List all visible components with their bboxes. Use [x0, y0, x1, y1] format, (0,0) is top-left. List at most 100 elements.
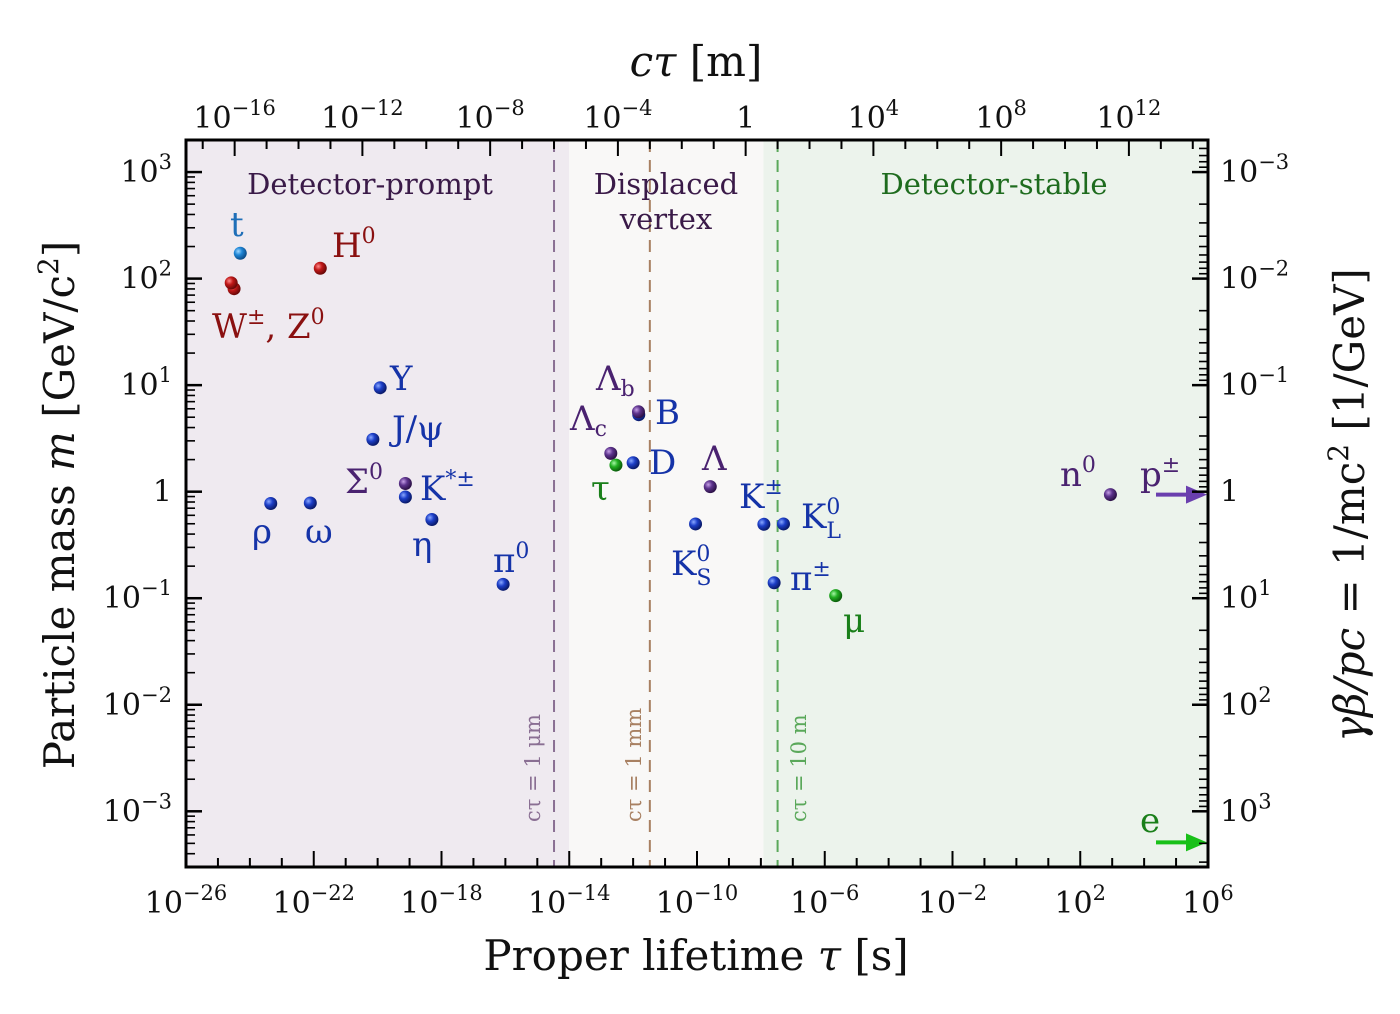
y-axis-title: Particle mass m [GeV/c2]: [32, 241, 84, 770]
x-tick-label: 10−18: [400, 881, 483, 921]
x-tick-label: 10−2: [918, 881, 987, 921]
y-tick-label: 101: [120, 363, 172, 403]
label-n0: n0: [1060, 453, 1096, 495]
label-tau: τ: [591, 469, 610, 509]
y-tick-label: 103: [120, 150, 172, 190]
x2-tick-label: 10−8: [456, 96, 525, 136]
data-point-Λc: [604, 446, 618, 460]
data-point-K±: [757, 517, 771, 531]
label-pipm: π±: [790, 557, 831, 599]
ref-line-label-10m: cτ = 10 m: [787, 714, 811, 822]
axes: 10−26 10−22 10−18 10−14 10−10 10−6 10−2 102 106 1…: [103, 96, 1289, 921]
label-Kpm: K±: [739, 475, 783, 517]
y-tick-label: 10−3: [103, 789, 172, 829]
x2-axis-title: cτ [m]: [630, 37, 763, 86]
label-t: t: [230, 205, 244, 245]
label-lambda-c: Λc: [569, 399, 607, 442]
x-tick-label: 10−10: [656, 881, 739, 921]
data-point-ω: [303, 496, 317, 510]
y-tick-label: 1: [153, 475, 172, 510]
x2-tick-label: 1: [736, 101, 755, 136]
data-point-η: [425, 513, 439, 527]
data-point-K0S: [689, 517, 703, 531]
label-eta: η: [412, 525, 432, 565]
x-tick-label: 10−26: [145, 881, 228, 921]
y2-tick-label: 101: [1220, 576, 1272, 616]
x2-tick-label: 10−16: [193, 96, 276, 136]
x-tick-label: 106: [1182, 881, 1234, 921]
y2-axis-title: γβ/pc = 1/mc2 [1/GeV]: [1322, 268, 1374, 742]
ref-line-label-1mm: cτ = 1 mm: [622, 708, 646, 822]
y2-tick-label: 10−2: [1220, 257, 1289, 297]
data-point-Λ: [703, 480, 717, 494]
y2-tick-label: 10−1: [1220, 363, 1289, 403]
data-point-K0L: [776, 517, 790, 531]
region-displaced-vertex: [569, 140, 764, 867]
region-label-displaced-line2: vertex: [619, 202, 713, 236]
reference-lines: [553, 140, 779, 867]
label-K0L: K0 L: [801, 495, 841, 544]
x2-tick-label: 108: [975, 96, 1027, 136]
x2-tick-label: 1012: [1096, 96, 1161, 136]
label-pi0: π0: [493, 539, 529, 581]
label-D: D: [649, 443, 676, 483]
stable-arrows: [1156, 485, 1207, 852]
data-point-μ: [829, 589, 843, 603]
stable-arrow-head-p±: [1186, 485, 1207, 504]
label-W-Z: W±, Z0: [212, 305, 325, 347]
x-axis-title: Proper lifetime τ [s]: [483, 931, 908, 980]
y2-tick-label: 102: [1220, 683, 1272, 723]
label-omega: ω: [305, 512, 333, 552]
x-tick-label: 10−6: [790, 881, 859, 921]
data-point-H0: [313, 261, 327, 275]
label-mu: μ: [843, 601, 865, 641]
region-detector-stable: [763, 140, 1208, 867]
stable-arrow-head-e: [1186, 833, 1207, 852]
label-sigma0: Σ0: [345, 460, 383, 502]
label-jpsi: J/ψ: [389, 409, 444, 449]
region-label-displaced-line1: Displaced: [594, 167, 739, 201]
region-label-detector-stable: Detector-stable: [880, 167, 1107, 201]
label-H0: H0: [332, 224, 376, 266]
label-p: p±: [1140, 453, 1180, 495]
data-point-Σ0: [398, 477, 412, 491]
point-labels: t H0 W±, Z0 Υ J/ψ Σ0 K*± ρ ω η π0 Λb Λc …: [212, 205, 1180, 841]
data-point-π±: [767, 576, 781, 590]
data-point-τ: [609, 458, 623, 472]
data-point-t: [233, 246, 247, 260]
label-rho: ρ: [252, 512, 272, 552]
label-lambda-b: Λb: [595, 359, 635, 402]
label-upsilon: Υ: [389, 359, 413, 399]
data-point-K*±: [398, 490, 412, 504]
x2-tick-label: 10−12: [321, 96, 404, 136]
label-K0S: K0 S: [671, 542, 711, 591]
data-points: [224, 246, 1117, 603]
x2-tick-label: 104: [848, 96, 900, 136]
x-tick-label: 102: [1054, 881, 1106, 921]
x2-tick-label: 10−4: [583, 96, 652, 136]
y2-tick-label: 1: [1220, 475, 1239, 510]
ref-line-label-1um: cτ = 1 μm: [521, 714, 545, 822]
y-tick-label: 10−2: [103, 683, 172, 723]
data-point-n0: [1103, 488, 1117, 502]
y-tick-label: 102: [120, 257, 172, 297]
regions: [186, 140, 1208, 867]
label-lambda: Λ: [701, 439, 727, 479]
y2-tick-label: 10−3: [1220, 150, 1289, 190]
label-e: e: [1140, 801, 1160, 841]
x-tick-label: 10−14: [528, 881, 611, 921]
data-point-J/ψ: [366, 432, 380, 446]
region-detector-prompt: [186, 140, 570, 867]
region-label-detector-prompt: Detector-prompt: [247, 167, 493, 201]
label-kstar: K*±: [420, 467, 475, 509]
data-point-ρ: [264, 496, 278, 510]
data-point-Υ: [373, 381, 387, 395]
data-point-π0: [496, 577, 510, 591]
data-point-Λb: [631, 405, 645, 419]
data-point-D: [626, 456, 640, 470]
x-tick-label: 10−22: [272, 881, 355, 921]
data-point-Z0: [224, 276, 238, 290]
y2-tick-label: 103: [1220, 789, 1272, 829]
y-tick-label: 10−1: [103, 576, 172, 616]
